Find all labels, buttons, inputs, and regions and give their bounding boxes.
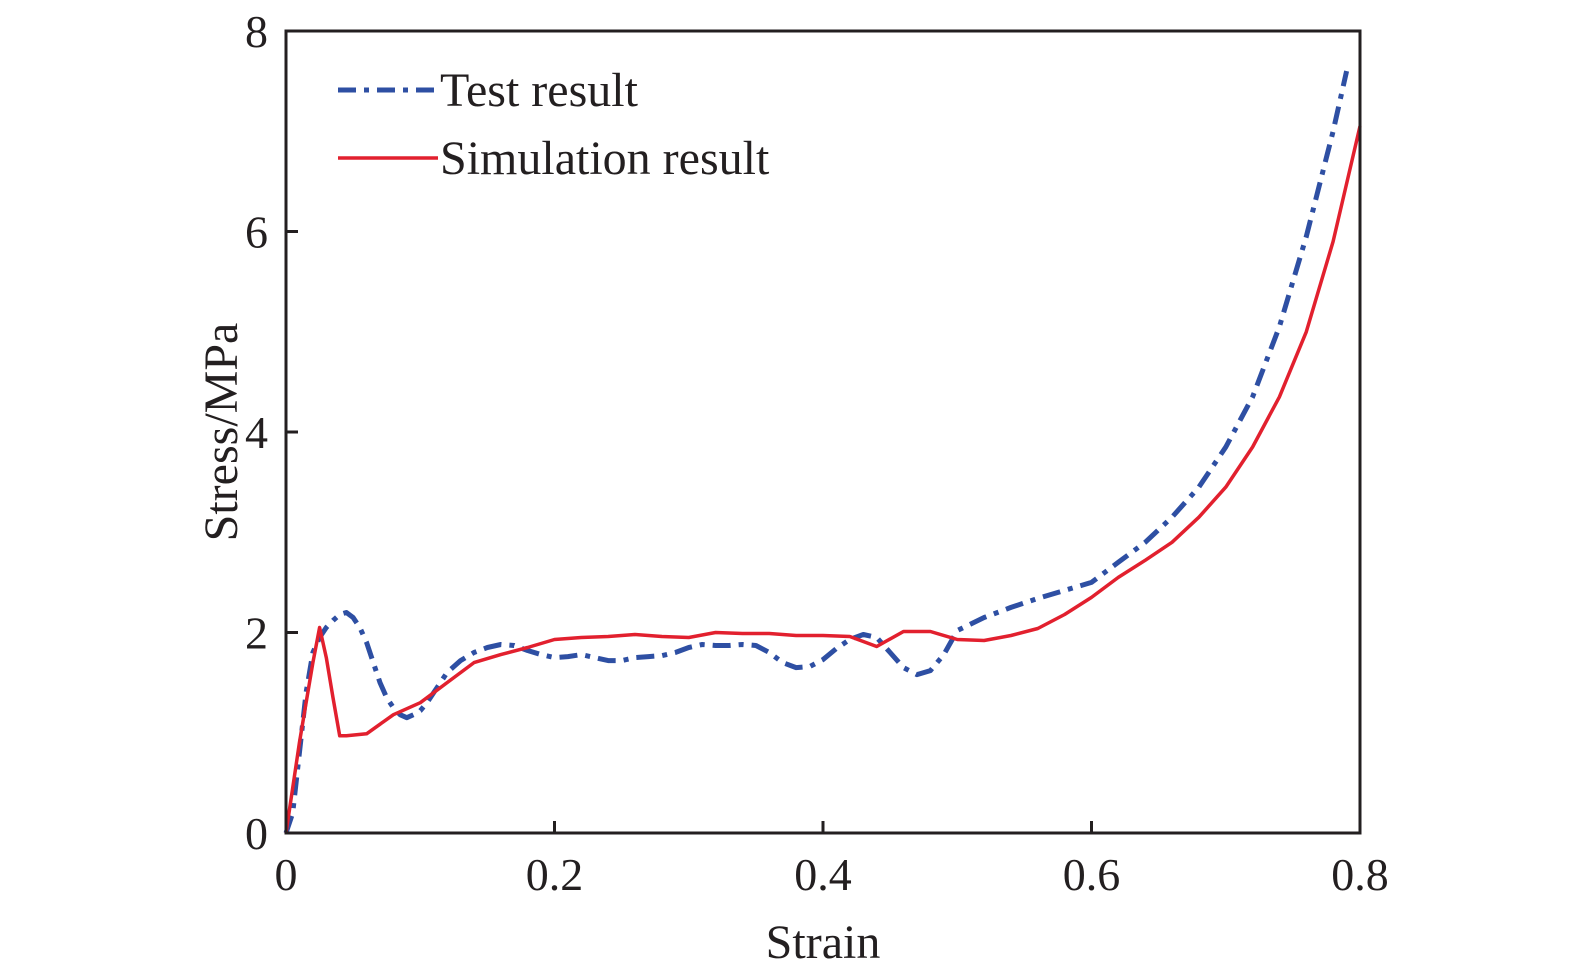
axis-ticks [286,230,1093,833]
y-tick-label: 8 [245,6,268,57]
series-layer [283,70,1362,834]
legend-label-test-result: Test result [440,64,639,117]
x-tick-label: 0.4 [794,849,852,900]
axis-tick-labels: 0 0.2 0.4 0.6 0.8 0 2 4 6 8 [245,6,1389,900]
x-axis-title: Strain [766,916,881,969]
x-tick-label: 0 [275,849,298,900]
y-tick-label: 0 [245,808,268,859]
y-tick-label: 4 [245,407,268,458]
x-tick-label: 0.8 [1331,849,1389,900]
x-tick-label: 0.6 [1063,849,1121,900]
legend: Test result Simulation result [338,64,770,185]
series-line-test-result [283,70,1350,834]
legend-label-simulation-result: Simulation result [440,132,770,185]
x-tick-label: 0.2 [526,849,584,900]
y-axis-title: Stress/MPa [195,323,248,542]
series-line-simulation-result [284,125,1362,834]
y-tick-label: 2 [245,608,268,659]
y-tick-label: 6 [245,207,268,258]
